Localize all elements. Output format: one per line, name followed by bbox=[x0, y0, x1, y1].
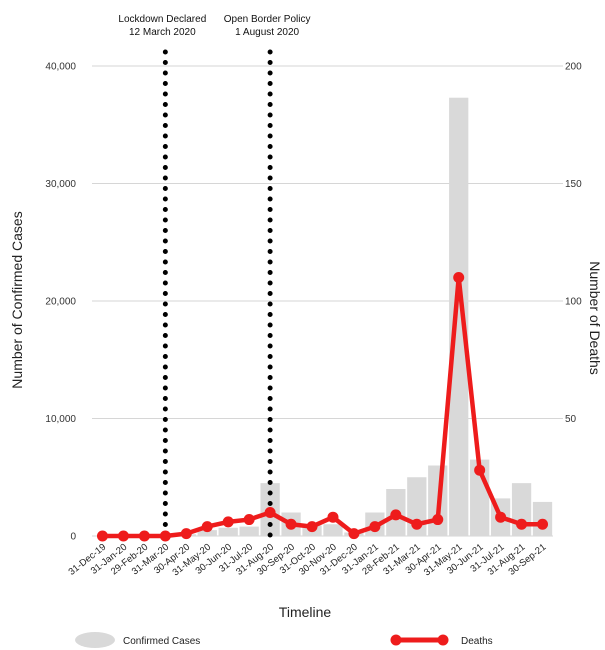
y2-tick-label: 50 bbox=[565, 414, 577, 425]
deaths-point bbox=[96, 530, 108, 542]
bar-series-confirmed-cases bbox=[176, 97, 553, 536]
deaths-point bbox=[264, 507, 276, 518]
y-tick-label: 10,000 bbox=[45, 414, 76, 425]
legend: Confirmed Cases Deaths bbox=[75, 632, 493, 648]
bar bbox=[239, 526, 259, 536]
legend-marker-deaths-right bbox=[437, 634, 449, 646]
legend-marker-deaths-left bbox=[390, 634, 402, 646]
deaths-point bbox=[348, 528, 360, 540]
legend-label-deaths: Deaths bbox=[461, 636, 493, 647]
event-date: 12 March 2020 bbox=[129, 27, 196, 38]
legend-swatch-confirmed-cases bbox=[75, 632, 115, 648]
deaths-point bbox=[495, 511, 507, 523]
deaths-point bbox=[474, 464, 486, 476]
deaths-line bbox=[102, 275, 543, 539]
legend-label-confirmed-cases: Confirmed Cases bbox=[123, 636, 200, 647]
deaths-point bbox=[138, 530, 150, 542]
deaths-point bbox=[453, 272, 465, 283]
y-tick-label: 20,000 bbox=[45, 297, 76, 308]
deaths-point bbox=[411, 518, 423, 530]
bar bbox=[323, 524, 343, 536]
deaths-point bbox=[432, 514, 444, 526]
bar bbox=[197, 530, 217, 536]
bar bbox=[218, 527, 238, 536]
deaths-point bbox=[243, 514, 255, 526]
deaths-point bbox=[390, 509, 402, 521]
event-label: Lockdown Declared bbox=[118, 14, 206, 25]
deaths-point bbox=[180, 528, 192, 540]
x-axis-title: Timeline bbox=[279, 604, 332, 620]
annotations: Lockdown Declared 12 March 2020 Open Borde… bbox=[118, 14, 311, 539]
y2-axis-title: Number of Deaths bbox=[587, 261, 603, 375]
y-axis-title: Number of Confirmed Cases bbox=[9, 211, 25, 388]
deaths-point bbox=[327, 511, 339, 523]
deaths-point bbox=[306, 521, 318, 533]
line-series-deaths bbox=[96, 272, 549, 542]
y2-tick-label: 200 bbox=[565, 62, 582, 73]
deaths-point bbox=[222, 516, 234, 528]
bar bbox=[449, 97, 469, 536]
event-label: Open Border Policy bbox=[224, 14, 311, 25]
y-tick-label: 40,000 bbox=[45, 62, 76, 73]
gridlines bbox=[92, 65, 563, 537]
deaths-point bbox=[516, 518, 528, 530]
y2-tick-label: 100 bbox=[565, 297, 582, 308]
event-date: 1 August 2020 bbox=[235, 27, 299, 38]
y-tick-label: 30,000 bbox=[45, 179, 76, 190]
deaths-point bbox=[285, 518, 297, 530]
deaths-point bbox=[369, 521, 381, 533]
deaths-point bbox=[159, 530, 171, 542]
deaths-point bbox=[117, 530, 129, 542]
deaths-point bbox=[537, 518, 549, 530]
deaths-point bbox=[201, 521, 213, 533]
y2-tick-label: 150 bbox=[565, 179, 582, 190]
y-tick-label: 0 bbox=[70, 532, 76, 543]
